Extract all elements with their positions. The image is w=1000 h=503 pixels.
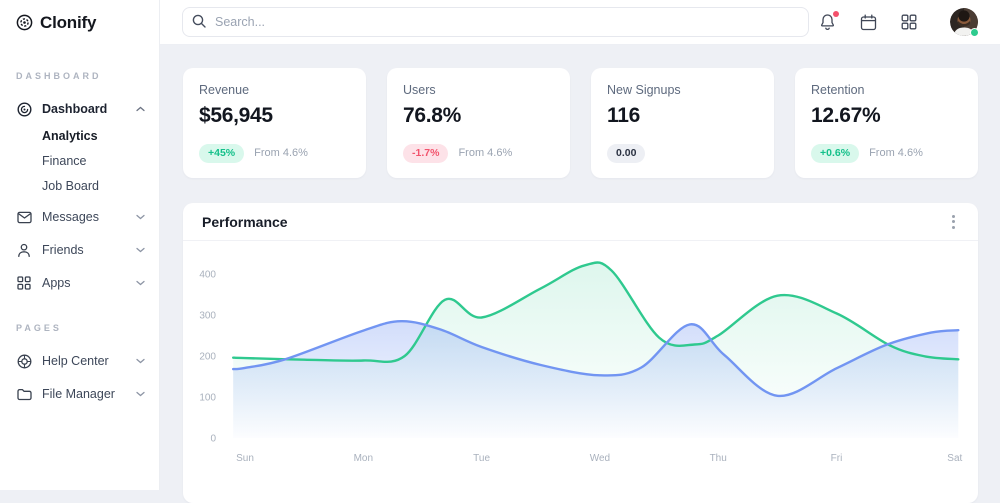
chevron-down-icon <box>136 214 145 220</box>
trend-badge: +0.6% <box>811 144 860 163</box>
sidebar-item-friends[interactable]: Friends <box>0 236 159 264</box>
sidebar-item-label: Messages <box>42 210 99 224</box>
sidebar-item-file-manager[interactable]: File Manager <box>0 380 159 408</box>
stat-card-retention: Retention 12.67% +0.6% From 4.6% <box>795 68 978 178</box>
stat-value: 116 <box>607 104 640 127</box>
stat-title: Users <box>403 83 436 97</box>
apps-grid-icon[interactable] <box>899 12 919 32</box>
sidebar: Clonify DASHBOARD Dashboard Analytics Fi… <box>0 0 160 490</box>
notification-dot <box>833 11 839 17</box>
stat-card-revenue: Revenue $56,945 +45% From 4.6% <box>183 68 366 178</box>
trend-badge: -1.7% <box>403 144 449 163</box>
chart-title: Performance <box>202 213 288 230</box>
avatar[interactable] <box>950 8 979 37</box>
kebab-menu-icon[interactable] <box>948 211 959 233</box>
svg-text:300: 300 <box>199 311 216 322</box>
svg-text:Tue: Tue <box>473 453 490 464</box>
clonify-logo-icon <box>16 14 33 31</box>
stat-note: From 4.6% <box>254 147 308 160</box>
calendar-icon[interactable] <box>858 12 878 32</box>
sidebar-subitem-analytics[interactable]: Analytics <box>42 128 98 143</box>
sidebar-item-apps[interactable]: Apps <box>0 269 159 297</box>
brand-name: Clonify <box>40 12 97 32</box>
stat-note: From 4.6% <box>869 147 923 160</box>
bell-icon[interactable] <box>817 11 839 32</box>
stat-value: $56,945 <box>199 104 273 127</box>
stat-title: New Signups <box>607 83 681 97</box>
chevron-down-icon <box>136 391 145 397</box>
performance-chart: 0 100 200 300 400 Sun Mon Tue Wed Thu Fri Sat <box>199 261 963 464</box>
folder-icon <box>16 386 32 402</box>
sidebar-item-label: Dashboard <box>42 102 108 116</box>
chevron-up-icon <box>136 106 145 112</box>
chevron-down-icon <box>136 247 145 253</box>
stat-title: Revenue <box>199 83 250 97</box>
sidebar-item-dashboard[interactable]: Dashboard <box>0 95 159 123</box>
search-input[interactable] <box>182 7 809 37</box>
chevron-down-icon <box>136 280 145 286</box>
svg-text:0: 0 <box>210 434 216 445</box>
stats-row: Revenue $56,945 +45% From 4.6% Users 76.… <box>183 68 978 178</box>
svg-text:400: 400 <box>199 270 216 281</box>
stat-card-users: Users 76.8% -1.7% From 4.6% <box>387 68 570 178</box>
dashboard-icon <box>16 101 32 117</box>
svg-text:Sun: Sun <box>236 453 254 464</box>
svg-text:Thu: Thu <box>710 453 727 464</box>
sidebar-subitem-finance[interactable]: Finance <box>42 153 87 168</box>
topbar <box>160 0 1000 45</box>
sidebar-item-label: File Manager <box>42 387 115 401</box>
main-content: Revenue $56,945 +45% From 4.6% Users 76.… <box>160 45 1000 503</box>
stat-note: From 4.6% <box>458 147 513 160</box>
performance-card: Performance 0 100 200 300 400 S <box>183 203 978 503</box>
sidebar-item-label: Apps <box>42 276 71 290</box>
section-label-pages: PAGES <box>16 323 62 333</box>
sidebar-item-help-center[interactable]: Help Center <box>0 347 159 375</box>
apps-grid-icon <box>16 275 32 291</box>
section-label-dashboard: DASHBOARD <box>16 71 102 81</box>
stat-value: 76.8% <box>403 104 462 127</box>
friends-icon <box>16 242 32 258</box>
trend-badge: 0.00 <box>607 144 646 163</box>
svg-text:100: 100 <box>199 393 216 404</box>
trend-badge: +45% <box>199 144 245 163</box>
online-status-dot <box>970 28 979 37</box>
brand-logo[interactable]: Clonify <box>0 0 159 45</box>
svg-text:Wed: Wed <box>590 453 610 464</box>
chevron-down-icon <box>136 358 145 364</box>
sidebar-item-messages[interactable]: Messages <box>0 203 159 231</box>
sidebar-item-label: Friends <box>42 243 84 257</box>
search-box <box>182 7 809 37</box>
stat-card-new-signups: New Signups 116 0.00 <box>591 68 774 178</box>
svg-text:200: 200 <box>199 352 216 363</box>
search-icon <box>192 14 206 33</box>
stat-value: 12.67% <box>811 104 881 127</box>
svg-text:Mon: Mon <box>354 453 373 464</box>
svg-text:Sat: Sat <box>947 453 962 464</box>
sidebar-item-label: Help Center <box>42 354 109 368</box>
messages-icon <box>16 209 32 225</box>
svg-text:Fri: Fri <box>831 453 843 464</box>
stat-title: Retention <box>811 83 865 97</box>
help-icon <box>16 353 32 369</box>
sidebar-subitem-job-board[interactable]: Job Board <box>42 178 99 193</box>
